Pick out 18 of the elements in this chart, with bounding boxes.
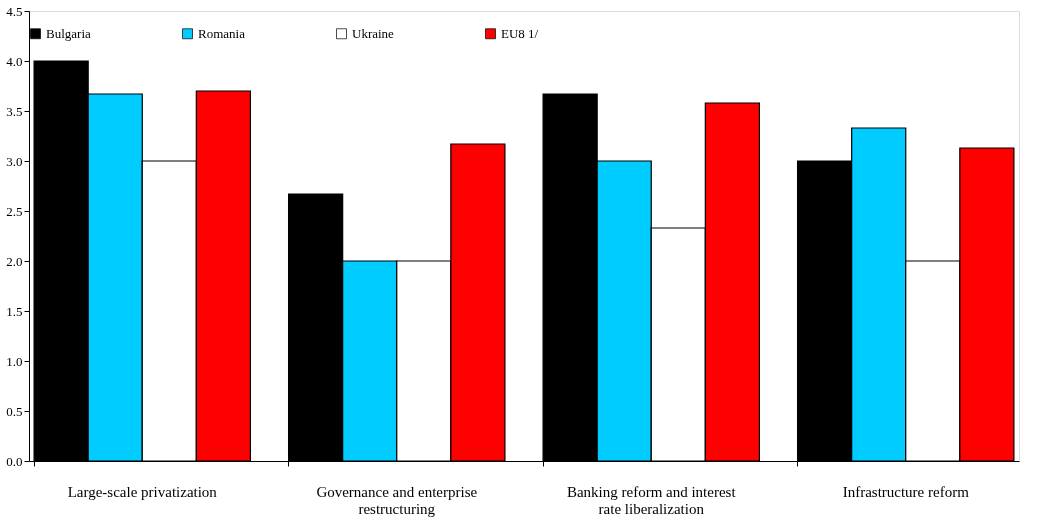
- legend-label: EU8 1/: [501, 25, 539, 41]
- y-tick-label: 0.5: [6, 403, 23, 419]
- y-tick-label: 0.0: [6, 453, 23, 469]
- y-tick-label: 1.0: [6, 353, 23, 369]
- y-tick-label: 4.0: [6, 53, 23, 69]
- y-tick-label: 3.5: [6, 103, 23, 119]
- y-tick-label: 1.5: [6, 303, 23, 319]
- x-tick-label: Banking reform and interest rate liberalization: [566, 483, 737, 517]
- y-tick-label: 2.5: [6, 203, 23, 219]
- legend-label: Romania: [198, 25, 246, 41]
- y-tick-label: 4.5: [6, 3, 23, 19]
- x-tick-label: Governance and enterprise restructuring: [316, 483, 478, 517]
- legend-label: Bulgaria: [46, 25, 91, 41]
- y-tick-label: 2.0: [6, 253, 23, 269]
- x-tick-label: Infrastructure reform: [842, 483, 970, 500]
- y-tick-label: 3.0: [6, 153, 23, 169]
- x-tick-label: Large-scale privatization: [67, 483, 218, 500]
- legend-label: Ukraine: [352, 25, 395, 41]
